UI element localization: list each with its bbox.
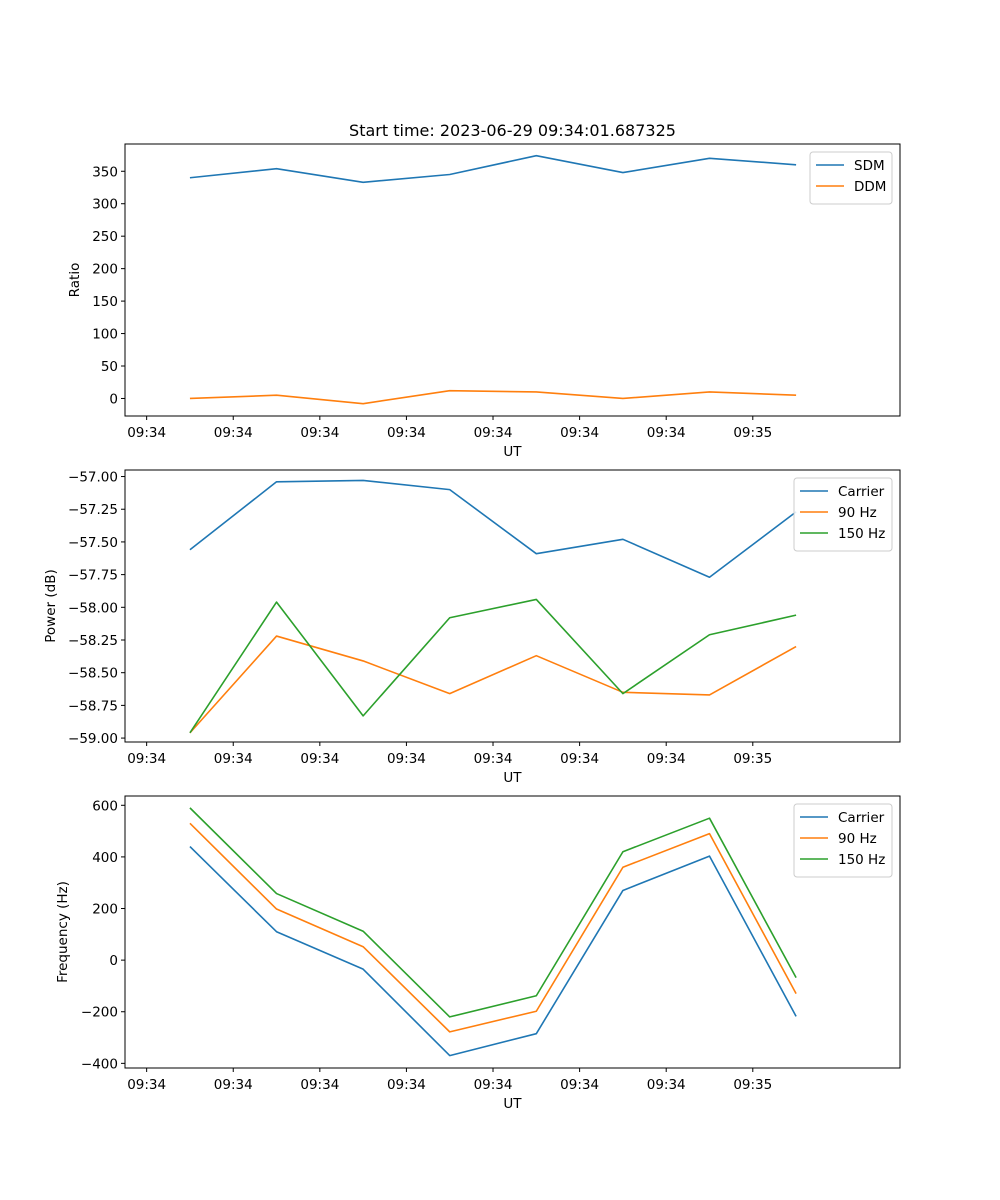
y-tick-label: 400 <box>92 850 118 866</box>
subplot-2: −59.00 −58.75 −58.50 −58.25 −58.00 −57.75 −57.… <box>43 469 901 786</box>
x-tick-label: 09:34 <box>560 425 599 441</box>
legend: Carrier 90 Hz 150 Hz <box>793 477 893 552</box>
x-tick-label: 09:34 <box>387 425 426 441</box>
series-line-carrier <box>189 846 797 1057</box>
plot-frame <box>124 143 901 417</box>
plot-frame <box>124 795 901 1069</box>
y-tick-label: 350 <box>92 164 118 180</box>
y-tick-label: −58.75 <box>68 698 118 714</box>
x-tick-label: 09:34 <box>387 751 426 767</box>
x-tick-label: 09:34 <box>127 751 166 767</box>
legend-label: DDM <box>854 179 886 195</box>
y-axis-label: Power (dB) <box>43 569 59 642</box>
legend: Carrier 90 Hz 150 Hz <box>793 803 893 878</box>
x-axis-label: UT <box>503 1096 522 1112</box>
y-tick-label: 150 <box>92 294 118 310</box>
y-tick-label: 0 <box>109 953 118 969</box>
subplot-3: −400 −200 0 200 400 600 09:34 09:34 09:34 09:34 09… <box>55 795 901 1112</box>
legend-label: 150 Hz <box>838 526 885 542</box>
y-tick-label: 300 <box>92 197 118 213</box>
y-tick-label: −59.00 <box>68 731 118 747</box>
series-line-90-hz <box>189 635 797 734</box>
x-tick-label: 09:34 <box>560 751 599 767</box>
y-tick-label: 600 <box>92 798 118 814</box>
x-tick-label: 09:34 <box>474 751 513 767</box>
x-tick-label: 09:34 <box>300 425 339 441</box>
series-line-ddm <box>189 389 797 405</box>
series-line-carrier <box>189 479 797 579</box>
x-tick-label: 09:34 <box>647 751 686 767</box>
legend: SDM DDM <box>809 151 893 205</box>
legend-label: 90 Hz <box>838 831 877 847</box>
series-line-150-hz <box>189 807 797 1018</box>
y-tick-label: −400 <box>81 1056 118 1072</box>
series-line-150-hz <box>189 598 797 734</box>
series-line-90-hz <box>189 822 797 1033</box>
y-axis-label: Frequency (Hz) <box>55 881 71 983</box>
x-tick-label: 09:35 <box>733 1077 772 1093</box>
x-tick-label: 09:35 <box>733 751 772 767</box>
y-tick-label: −58.25 <box>68 633 118 649</box>
x-tick-label: 09:34 <box>127 425 166 441</box>
series-line-sdm <box>189 154 797 184</box>
legend-label: 90 Hz <box>838 505 877 521</box>
y-tick-label: −200 <box>81 1005 118 1021</box>
y-tick-label: 0 <box>109 391 118 407</box>
y-tick-label: −57.00 <box>68 470 118 486</box>
legend-label: Carrier <box>838 810 885 826</box>
y-tick-label: 50 <box>101 359 118 375</box>
x-tick-label: 09:34 <box>214 751 253 767</box>
x-tick-label: 09:34 <box>560 1077 599 1093</box>
y-tick-label: 200 <box>92 262 118 278</box>
y-axis-label: Ratio <box>67 263 83 298</box>
legend-label: SDM <box>854 158 885 174</box>
x-tick-label: 09:34 <box>474 425 513 441</box>
x-tick-label: 09:34 <box>647 1077 686 1093</box>
x-axis-label: UT <box>503 444 522 460</box>
y-tick-label: −57.75 <box>68 568 118 584</box>
legend-label: Carrier <box>838 484 885 500</box>
x-tick-label: 09:34 <box>127 1077 166 1093</box>
y-tick-label: 200 <box>92 902 118 918</box>
legend-label: 150 Hz <box>838 852 885 868</box>
x-tick-label: 09:34 <box>300 1077 339 1093</box>
plot-frame <box>124 469 901 743</box>
x-tick-label: 09:34 <box>474 1077 513 1093</box>
x-tick-label: 09:35 <box>733 425 772 441</box>
x-tick-label: 09:34 <box>647 425 686 441</box>
y-tick-label: −57.25 <box>68 502 118 518</box>
y-tick-label: 100 <box>92 327 118 343</box>
x-tick-label: 09:34 <box>387 1077 426 1093</box>
x-tick-label: 09:34 <box>214 1077 253 1093</box>
chart-title: Start time: 2023-06-29 09:34:01.687325 <box>349 121 676 140</box>
x-axis-label: UT <box>503 770 522 786</box>
x-tick-label: 09:34 <box>300 751 339 767</box>
y-tick-label: −58.00 <box>68 600 118 616</box>
y-tick-label: −57.50 <box>68 535 118 551</box>
subplot-1: Start time: 2023-06-29 09:34:01.687325 0 5… <box>67 121 901 460</box>
y-tick-label: −58.50 <box>68 666 118 682</box>
y-tick-label: 250 <box>92 229 118 245</box>
x-tick-label: 09:34 <box>214 425 253 441</box>
